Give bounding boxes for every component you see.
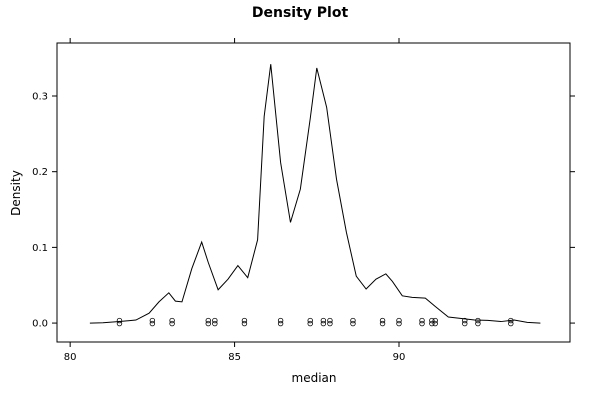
rug-point	[277, 320, 284, 327]
rug-point	[149, 320, 156, 327]
rug-point	[307, 320, 313, 327]
rug-point	[462, 317, 468, 324]
x-tick-label: 90	[393, 352, 406, 363]
x-tick-label: 80	[64, 352, 77, 363]
rug-point	[429, 320, 435, 327]
y-tick-label: 0.0	[32, 319, 48, 330]
rug-point	[212, 317, 218, 324]
rug-point	[241, 320, 248, 327]
rug-point	[327, 317, 333, 324]
rug-point	[327, 320, 333, 327]
rug-point	[116, 320, 123, 327]
rug-point	[475, 317, 481, 324]
rug-point	[205, 317, 211, 324]
rug-point	[169, 317, 175, 324]
rug-point	[508, 317, 514, 324]
y-tick-label: 0.2	[32, 167, 48, 178]
y-tick-label: 0.1	[32, 243, 48, 254]
density-curve	[89, 64, 541, 324]
rug-point	[116, 317, 123, 324]
rug-point	[320, 320, 327, 327]
rug-points	[116, 317, 514, 327]
rug-point	[205, 320, 211, 327]
y-tick-label: 0.3	[32, 91, 48, 102]
rug-point	[508, 320, 514, 327]
rug-point	[432, 317, 438, 324]
rug-point	[307, 317, 313, 324]
y-axis-label: Density	[9, 170, 23, 216]
rug-point	[432, 320, 438, 327]
rug-point	[169, 320, 175, 327]
rug-point	[320, 317, 327, 324]
rug-point	[350, 320, 356, 327]
x-axis-ticks: 80 85 90	[64, 38, 406, 363]
rug-point	[379, 317, 386, 324]
rug-point	[277, 317, 284, 324]
rug-point	[419, 320, 425, 327]
rug-point	[475, 320, 481, 327]
rug-point	[396, 320, 402, 327]
rug-point	[212, 320, 218, 327]
x-axis-label: median	[292, 371, 337, 385]
chart-title: Density Plot	[252, 5, 349, 21]
rug-point	[241, 317, 248, 324]
rug-point	[429, 317, 435, 324]
plot-frame	[56, 42, 571, 343]
rug-point	[462, 320, 468, 327]
rug-point	[396, 317, 402, 324]
rug-point	[419, 317, 425, 324]
x-tick-label: 85	[228, 352, 241, 363]
rug-point	[379, 320, 386, 327]
y-axis-ticks: 0.0 0.1 0.2 0.3	[32, 91, 575, 330]
rug-point	[350, 317, 356, 324]
rug-point	[149, 317, 156, 324]
